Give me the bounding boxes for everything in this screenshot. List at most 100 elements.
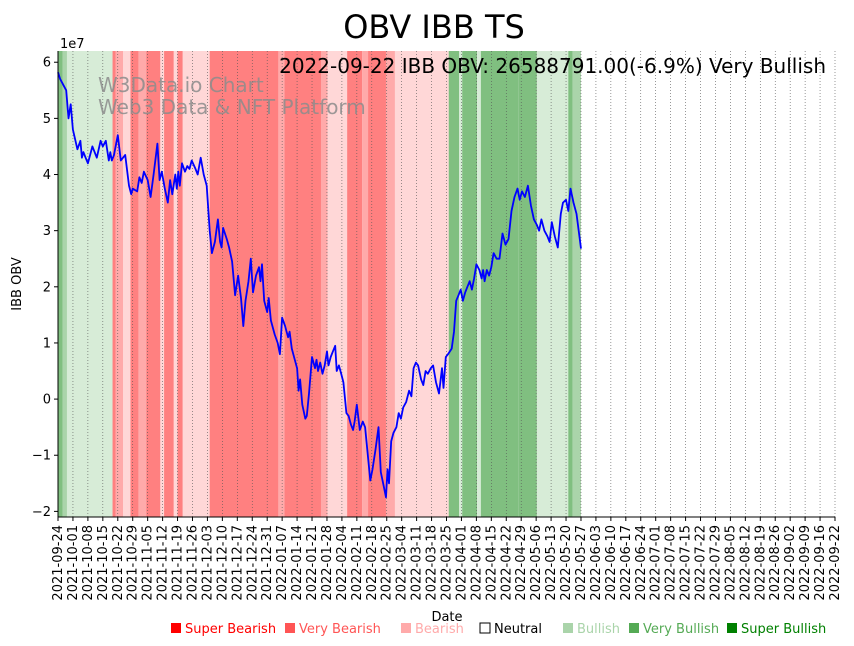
band-very_bearish	[368, 51, 386, 517]
legend-swatch	[171, 623, 181, 633]
x-tick-label: 2022-04-29	[514, 525, 529, 601]
x-tick-label: 2022-04-22	[499, 525, 514, 601]
x-tick-label: 2022-07-22	[694, 525, 709, 601]
y-tick-label: 4	[43, 168, 51, 183]
x-tick-label: 2022-08-05	[723, 525, 738, 601]
legend-swatch	[479, 622, 491, 634]
x-tick-label: 2021-10-29	[126, 525, 141, 601]
legend-swatch	[285, 623, 295, 633]
x-tick-label: 2022-02-25	[380, 525, 395, 601]
x-tick-label: 2022-03-25	[440, 525, 455, 601]
band-bullish	[477, 51, 481, 517]
y-tick-label: 2	[43, 280, 51, 295]
legend-label: Super Bearish	[185, 622, 276, 637]
legend-swatch	[563, 623, 573, 633]
band-bearish_light	[182, 51, 210, 517]
x-tick-label: 2022-07-01	[649, 525, 664, 601]
band-bearish_light	[173, 51, 178, 517]
x-tick-label: 2021-11-12	[156, 525, 171, 601]
y-tick-label: −2	[32, 505, 51, 520]
x-tick-label: 2022-08-12	[738, 525, 753, 601]
x-tick-label: 2022-03-11	[410, 525, 425, 601]
band-very_bearish	[209, 51, 279, 517]
x-tick-label: 2021-10-01	[66, 525, 81, 601]
y-tick-label: 1	[43, 336, 51, 351]
band-very_bearish	[177, 51, 183, 517]
band-bullish	[536, 51, 569, 517]
x-tick-label: 2022-05-06	[529, 525, 544, 601]
x-tick-label: 2021-11-26	[185, 525, 200, 601]
watermark-line-1: W3Data.io Chart	[98, 73, 264, 97]
y-tick-label: 0	[43, 393, 51, 408]
band-very_bearish	[130, 51, 139, 517]
legend: Super Bearish Very Bearish Bearish Neutral B…	[171, 622, 826, 637]
legend-label: Very Bearish	[299, 622, 381, 637]
band-bearish	[362, 51, 369, 517]
x-tick-label: 2022-09-09	[798, 525, 813, 601]
x-tick-label: 2022-04-15	[484, 525, 499, 601]
band-very_bearish	[164, 51, 174, 517]
x-tick-label: 2022-06-10	[604, 525, 619, 601]
background-bands	[58, 51, 581, 517]
legend-swatch	[401, 623, 411, 633]
x-tick-label: 2021-10-22	[111, 525, 126, 601]
x-tick-label: 2022-02-04	[335, 525, 350, 601]
band-bearish	[138, 51, 147, 517]
y-exponent-label: 1e7	[60, 37, 85, 52]
band-bullish_mid	[62, 51, 67, 517]
x-tick-label: 2022-01-28	[320, 525, 335, 601]
legend-swatch	[727, 623, 737, 633]
x-tick-label: 2021-12-24	[245, 525, 260, 601]
x-tick-label: 2022-02-11	[350, 525, 365, 601]
y-axis-ticks: −2 −1 0 1 2 3 4 5 6	[32, 56, 58, 520]
band-bullish_mid	[572, 51, 581, 517]
x-tick-label: 2022-04-01	[454, 525, 469, 601]
legend-label: Neutral	[494, 622, 542, 637]
legend-label: Very Bullish	[643, 622, 719, 637]
y-tick-label: 6	[43, 56, 51, 71]
watermark-line-2: Web3 Data & NFT Platform	[98, 95, 366, 119]
x-tick-label: 2021-12-10	[215, 525, 230, 601]
x-tick-label: 2021-11-19	[171, 525, 186, 601]
y-tick-label: −1	[32, 449, 51, 464]
band-very_bullish	[518, 51, 537, 517]
x-tick-label: 2022-09-02	[783, 525, 798, 601]
x-tick-label: 2022-06-03	[589, 525, 604, 601]
y-tick-label: 5	[43, 112, 51, 127]
x-tick-label: 2021-12-03	[200, 525, 215, 601]
x-tick-label: 2022-07-08	[664, 525, 679, 601]
legend-label: Bullish	[577, 622, 620, 637]
x-tick-label: 2022-06-17	[619, 525, 634, 601]
x-tick-label: 2022-04-08	[469, 525, 484, 601]
band-bullish	[459, 51, 463, 517]
band-bearish_light	[327, 51, 348, 517]
band-very_bullish	[568, 51, 573, 517]
x-tick-label: 2021-11-05	[141, 525, 156, 601]
x-tick-label: 2021-09-24	[51, 525, 66, 601]
legend-label: Bearish	[415, 622, 464, 637]
x-tick-label: 2022-08-26	[768, 525, 783, 601]
band-bearish	[385, 51, 395, 517]
x-axis-label: Date	[431, 610, 462, 625]
band-bearish	[320, 51, 328, 517]
band-very_bearish	[146, 51, 161, 517]
x-tick-label: 2022-09-16	[813, 525, 828, 601]
x-axis-ticks: 2021-09-24 2021-10-01 2021-10-08 2021-10-15…	[51, 517, 843, 601]
x-tick-label: 2022-05-27	[574, 525, 589, 601]
legend-label: Super Bullish	[741, 622, 826, 637]
x-tick-label: 2022-03-18	[425, 525, 440, 601]
x-tick-label: 2022-07-29	[708, 525, 723, 601]
x-tick-label: 2021-12-17	[230, 525, 245, 601]
x-tick-label: 2022-09-22	[828, 525, 843, 601]
x-tick-label: 2022-06-24	[634, 525, 649, 601]
x-tick-label: 2021-10-15	[96, 525, 111, 601]
legend-swatch	[629, 623, 639, 633]
latest-value-annotation: 2022-09-22 IBB OBV: 26588791.00(-6.9%) V…	[279, 54, 826, 78]
band-bearish	[278, 51, 285, 517]
y-axis-label: IBB OBV	[10, 257, 25, 311]
band-very_bullish	[480, 51, 519, 517]
band-bearish_light	[122, 51, 131, 517]
band-very_bearish	[347, 51, 363, 517]
band-bearish_light	[394, 51, 449, 517]
